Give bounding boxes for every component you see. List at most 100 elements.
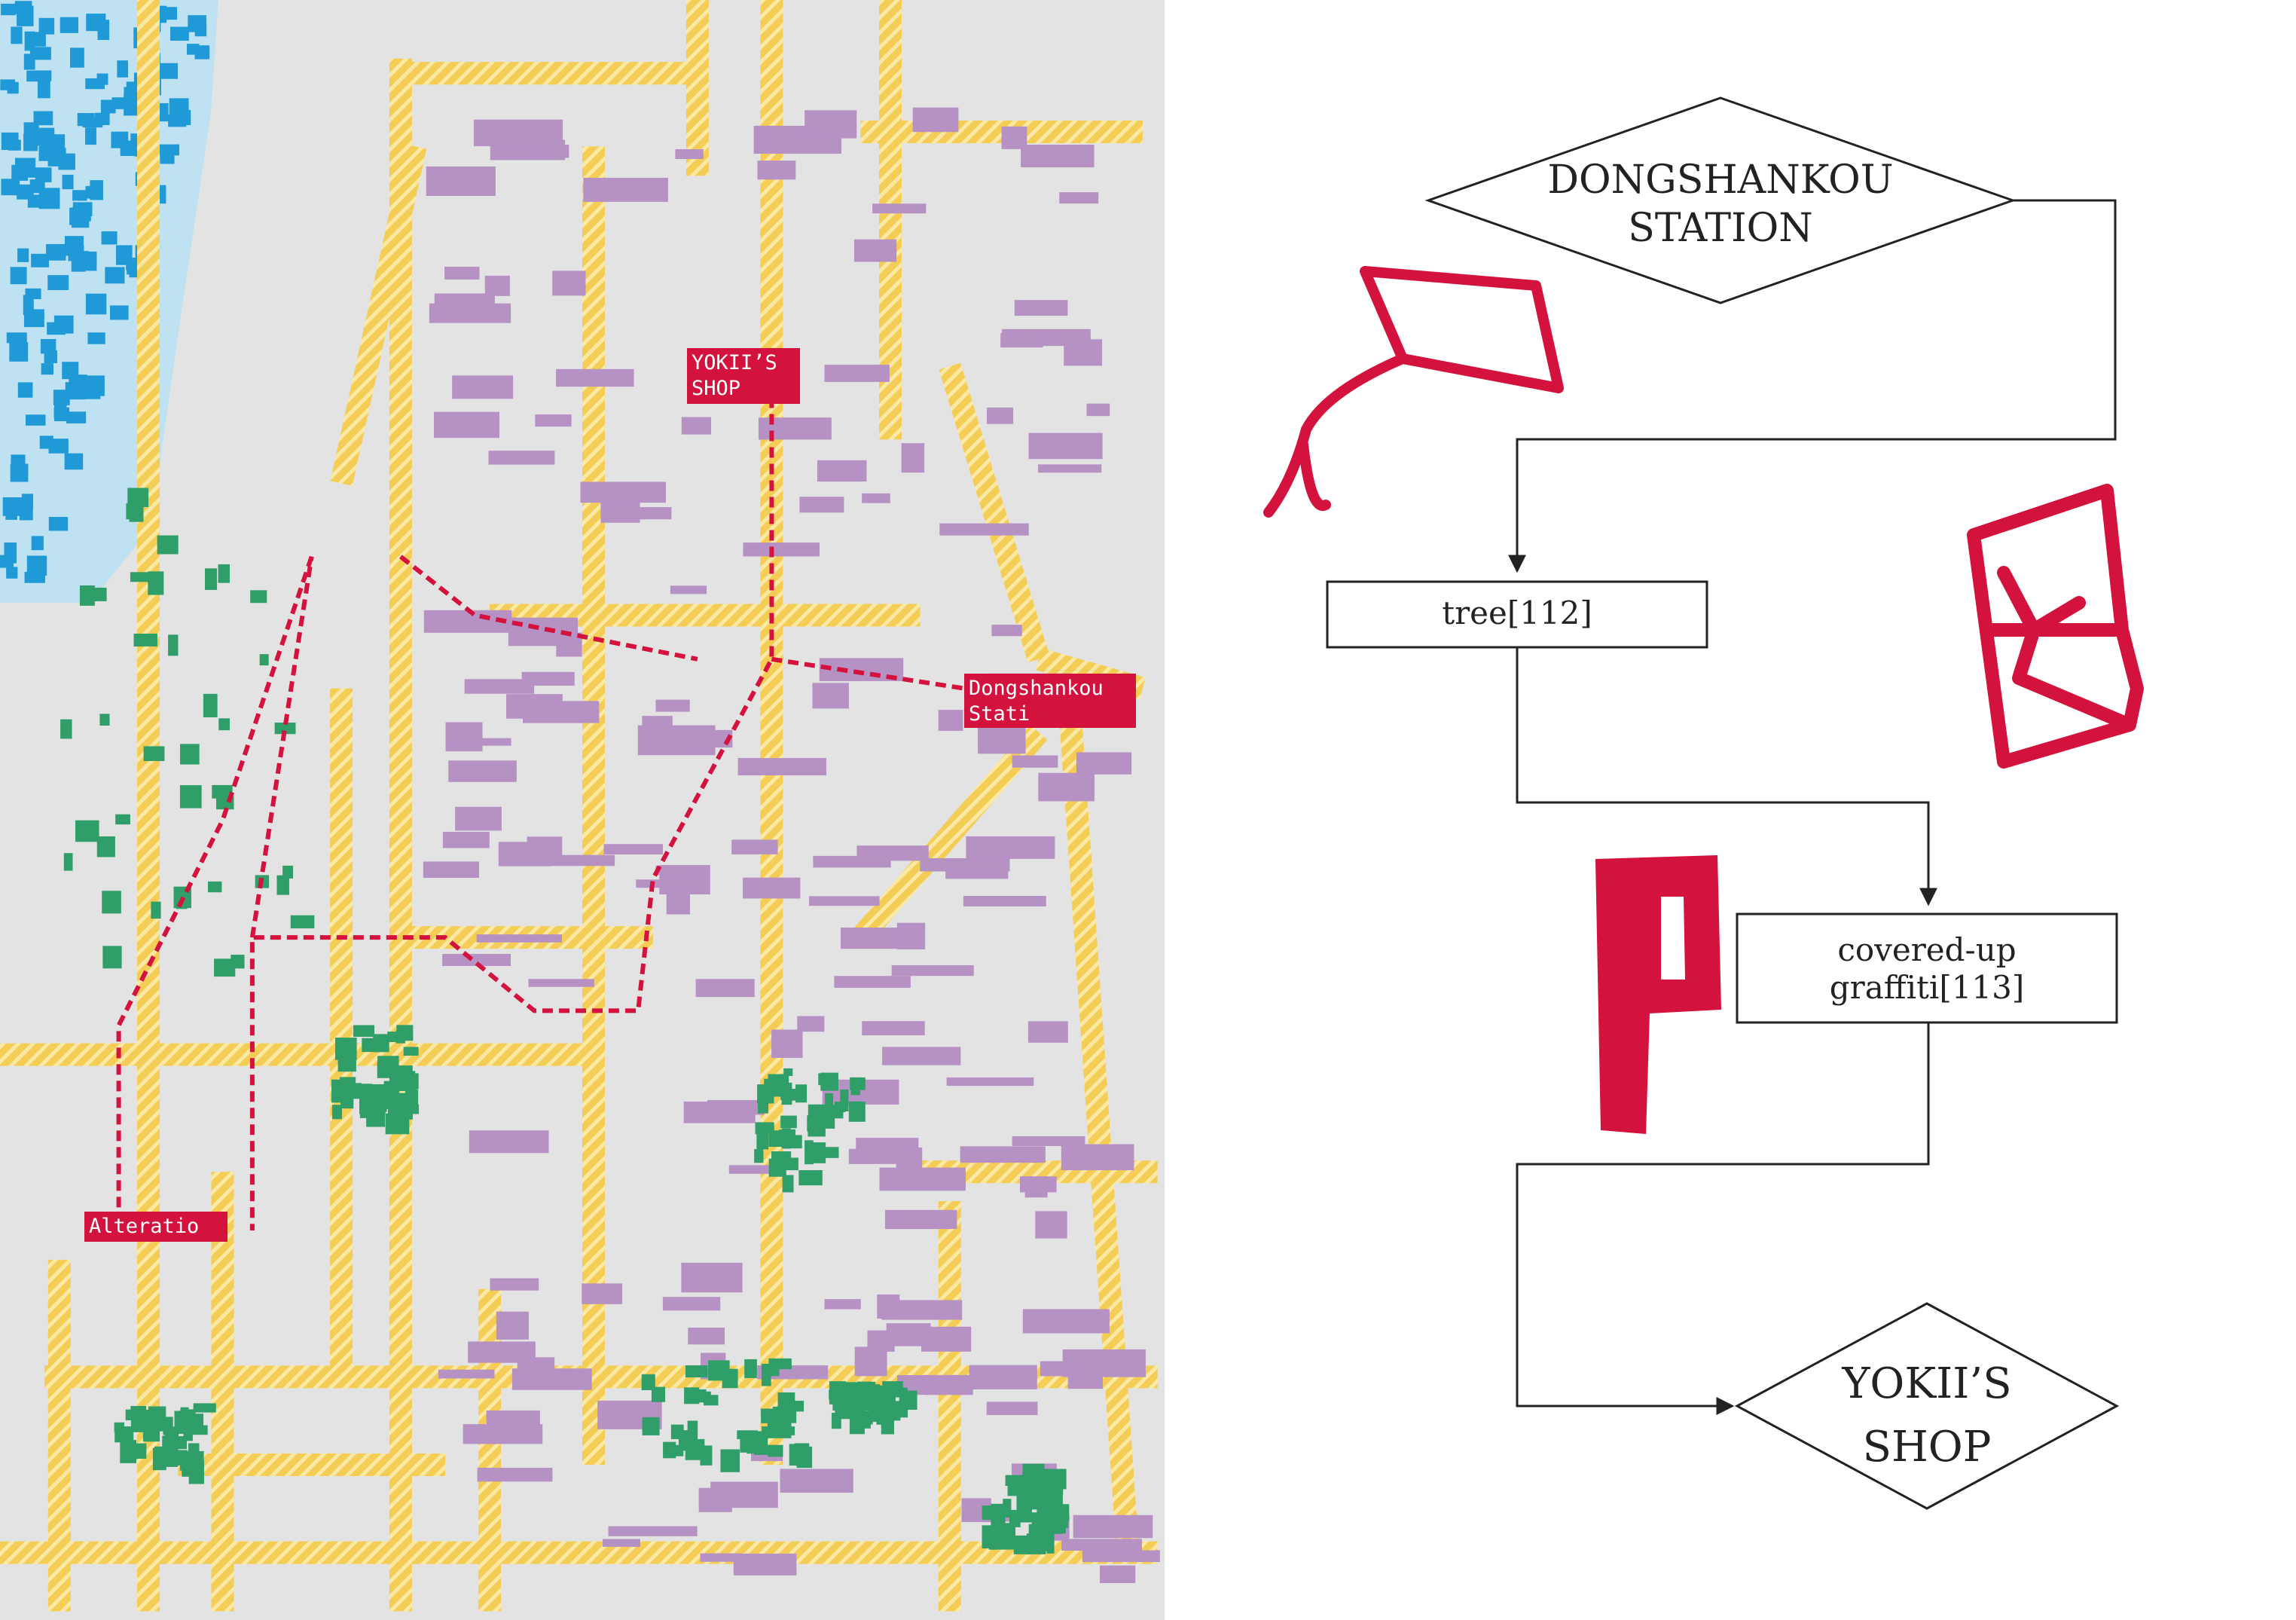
building	[780, 1469, 853, 1493]
road	[939, 362, 1050, 663]
blue-pixel	[25, 414, 46, 426]
building	[1012, 1136, 1085, 1146]
blue-pixel	[40, 338, 56, 354]
map-label: YOKII’S	[692, 351, 777, 374]
building	[966, 836, 1055, 859]
park	[96, 836, 115, 857]
park	[180, 744, 200, 765]
building	[737, 757, 826, 776]
park	[795, 1084, 808, 1103]
park	[331, 1079, 350, 1103]
building	[991, 625, 1022, 637]
park	[720, 1449, 740, 1472]
blue-pixel	[60, 17, 79, 33]
park	[208, 881, 222, 893]
edge	[1508, 199, 2117, 573]
building	[743, 877, 801, 899]
blue-pixel	[117, 60, 128, 78]
park	[1046, 1504, 1070, 1521]
blue-pixel	[111, 97, 125, 109]
blue-pixel	[29, 47, 51, 60]
blue-pixel	[62, 362, 79, 380]
park	[392, 1107, 401, 1128]
park	[838, 1382, 856, 1400]
blue-pixel	[39, 436, 53, 449]
blue-pixel	[15, 157, 36, 178]
map-label: Dongshankou	[969, 677, 1104, 700]
blue-pixel	[23, 122, 39, 136]
building	[862, 1021, 925, 1036]
blue-pixel	[26, 70, 41, 82]
building	[448, 738, 511, 746]
building	[476, 934, 563, 943]
building	[477, 1467, 553, 1482]
building	[1062, 1349, 1146, 1377]
park	[673, 1444, 684, 1456]
park	[651, 1386, 666, 1402]
building	[896, 922, 926, 949]
building	[817, 460, 867, 482]
building	[655, 699, 690, 712]
blue-pixel	[186, 44, 200, 55]
building	[580, 481, 666, 503]
park	[331, 1105, 343, 1120]
blue-pixel	[66, 411, 87, 423]
building	[979, 725, 1024, 750]
building	[986, 1401, 1038, 1415]
road	[330, 144, 427, 486]
park	[848, 1101, 866, 1122]
glyph	[1595, 855, 1721, 1134]
blue-pixel	[53, 315, 74, 334]
blue-pixel	[170, 26, 189, 41]
building	[960, 1146, 1046, 1163]
park	[102, 946, 122, 969]
building	[896, 1147, 923, 1173]
building	[854, 1346, 887, 1377]
blue-pixel	[0, 79, 15, 90]
blue-pixel	[64, 453, 84, 470]
blue-pixel	[31, 253, 49, 267]
park	[125, 1443, 147, 1459]
park	[151, 901, 161, 919]
park	[780, 1115, 797, 1129]
park	[179, 785, 202, 808]
park	[231, 955, 245, 969]
building	[452, 375, 514, 399]
building	[1082, 1550, 1160, 1563]
building	[530, 145, 569, 158]
building	[608, 1526, 698, 1536]
building	[886, 1323, 931, 1346]
node-label: tree[112]	[1442, 595, 1592, 631]
blue-pixel	[17, 382, 33, 398]
park	[761, 1363, 771, 1386]
building	[675, 149, 704, 160]
building	[698, 1487, 732, 1512]
building	[603, 1539, 640, 1547]
park	[859, 1390, 869, 1411]
park	[1024, 1469, 1035, 1487]
building	[455, 806, 502, 831]
blue-pixel	[157, 63, 179, 79]
park	[641, 1374, 655, 1391]
blue-pixel	[101, 231, 118, 245]
building	[938, 710, 963, 731]
park	[881, 1411, 894, 1435]
park	[816, 1147, 839, 1158]
park	[130, 572, 151, 582]
park	[1028, 1524, 1042, 1538]
building	[445, 722, 483, 752]
blue-pixel	[37, 80, 50, 99]
building	[556, 368, 634, 387]
building	[464, 679, 535, 694]
node-label: DONGSHANKOU STATION	[1547, 157, 1893, 251]
park	[832, 1399, 853, 1411]
park	[212, 784, 233, 799]
park	[1005, 1523, 1016, 1541]
building	[442, 953, 511, 966]
building	[1028, 433, 1103, 460]
building	[1099, 1565, 1136, 1584]
building	[841, 928, 907, 949]
park	[133, 633, 157, 646]
blue-pixel	[48, 439, 69, 454]
